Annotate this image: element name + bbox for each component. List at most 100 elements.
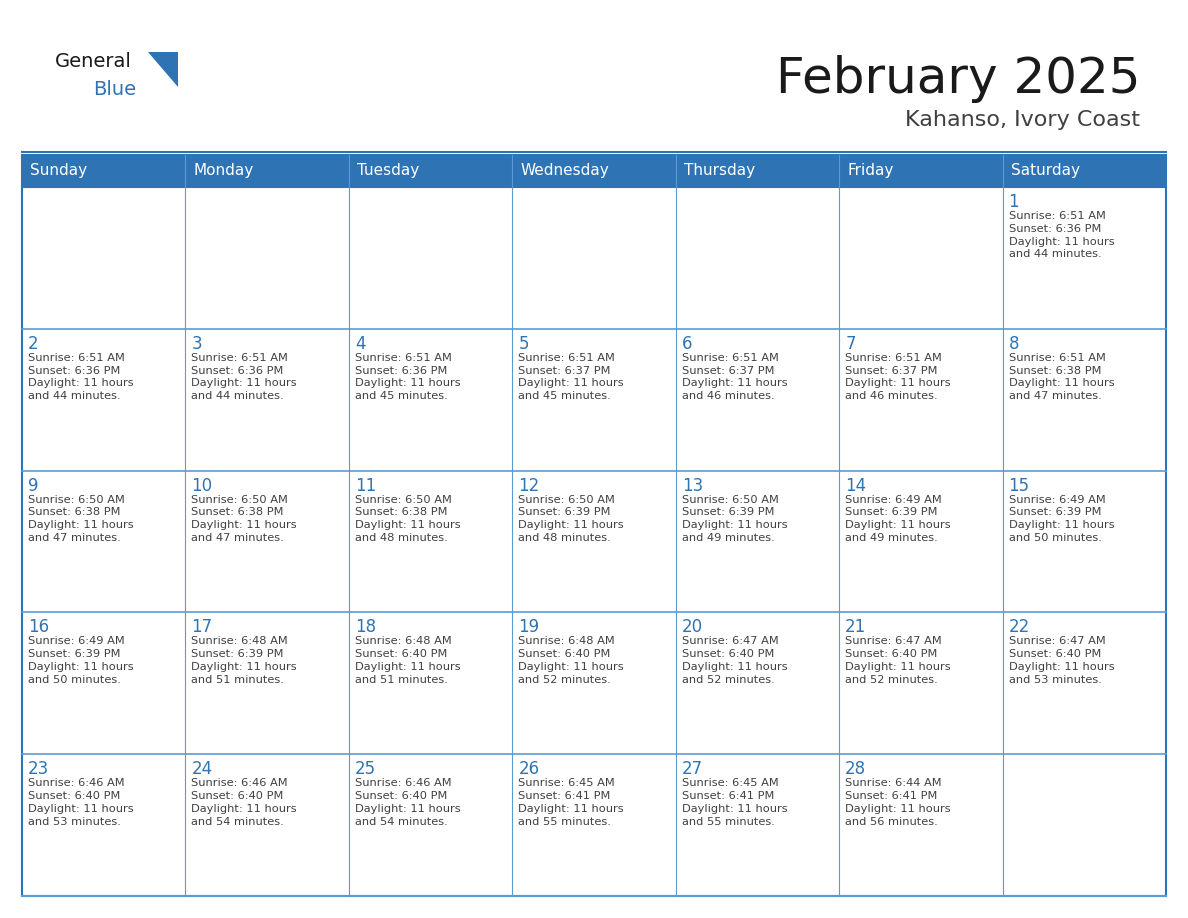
Text: 15: 15 — [1009, 476, 1030, 495]
Text: Sunrise: 6:51 AM
Sunset: 6:36 PM
Daylight: 11 hours
and 44 minutes.: Sunrise: 6:51 AM Sunset: 6:36 PM Dayligh… — [1009, 211, 1114, 260]
Text: General: General — [55, 52, 132, 71]
Text: Sunrise: 6:46 AM
Sunset: 6:40 PM
Daylight: 11 hours
and 53 minutes.: Sunrise: 6:46 AM Sunset: 6:40 PM Dayligh… — [29, 778, 133, 826]
Text: Sunrise: 6:48 AM
Sunset: 6:39 PM
Daylight: 11 hours
and 51 minutes.: Sunrise: 6:48 AM Sunset: 6:39 PM Dayligh… — [191, 636, 297, 685]
Bar — [1003, 755, 1165, 896]
Text: Sunrise: 6:46 AM
Sunset: 6:40 PM
Daylight: 11 hours
and 54 minutes.: Sunrise: 6:46 AM Sunset: 6:40 PM Dayligh… — [355, 778, 461, 826]
Bar — [23, 155, 1165, 896]
Text: 28: 28 — [845, 760, 866, 778]
Text: 4: 4 — [355, 335, 366, 353]
Bar — [23, 155, 185, 187]
Text: Sunrise: 6:50 AM
Sunset: 6:39 PM
Daylight: 11 hours
and 48 minutes.: Sunrise: 6:50 AM Sunset: 6:39 PM Dayligh… — [518, 495, 624, 543]
Bar — [676, 471, 839, 612]
Text: Sunrise: 6:46 AM
Sunset: 6:40 PM
Daylight: 11 hours
and 54 minutes.: Sunrise: 6:46 AM Sunset: 6:40 PM Dayligh… — [191, 778, 297, 826]
Text: Sunrise: 6:49 AM
Sunset: 6:39 PM
Daylight: 11 hours
and 50 minutes.: Sunrise: 6:49 AM Sunset: 6:39 PM Dayligh… — [29, 636, 133, 685]
Text: 9: 9 — [29, 476, 38, 495]
Bar — [349, 155, 512, 187]
Text: Sunrise: 6:48 AM
Sunset: 6:40 PM
Daylight: 11 hours
and 51 minutes.: Sunrise: 6:48 AM Sunset: 6:40 PM Dayligh… — [355, 636, 461, 685]
Text: Kahanso, Ivory Coast: Kahanso, Ivory Coast — [905, 110, 1140, 130]
Bar — [676, 329, 839, 471]
Bar — [23, 187, 185, 329]
Text: Blue: Blue — [93, 80, 137, 99]
Text: 6: 6 — [682, 335, 693, 353]
Bar — [23, 755, 185, 896]
Bar — [185, 329, 349, 471]
Text: Tuesday: Tuesday — [356, 163, 419, 178]
Text: Sunrise: 6:45 AM
Sunset: 6:41 PM
Daylight: 11 hours
and 55 minutes.: Sunrise: 6:45 AM Sunset: 6:41 PM Dayligh… — [518, 778, 624, 826]
Text: 11: 11 — [355, 476, 377, 495]
Text: Wednesday: Wednesday — [520, 163, 609, 178]
Text: 24: 24 — [191, 760, 213, 778]
Text: 16: 16 — [29, 619, 49, 636]
Text: Sunrise: 6:51 AM
Sunset: 6:37 PM
Daylight: 11 hours
and 46 minutes.: Sunrise: 6:51 AM Sunset: 6:37 PM Dayligh… — [682, 353, 788, 401]
Bar — [1003, 329, 1165, 471]
Text: Sunrise: 6:50 AM
Sunset: 6:38 PM
Daylight: 11 hours
and 47 minutes.: Sunrise: 6:50 AM Sunset: 6:38 PM Dayligh… — [191, 495, 297, 543]
Bar — [1003, 471, 1165, 612]
Bar — [1003, 155, 1165, 187]
Text: 8: 8 — [1009, 335, 1019, 353]
Text: 2: 2 — [29, 335, 39, 353]
Bar — [676, 187, 839, 329]
Text: 17: 17 — [191, 619, 213, 636]
Bar — [839, 471, 1003, 612]
Bar — [512, 471, 676, 612]
Bar — [185, 187, 349, 329]
Text: Sunrise: 6:50 AM
Sunset: 6:38 PM
Daylight: 11 hours
and 48 minutes.: Sunrise: 6:50 AM Sunset: 6:38 PM Dayligh… — [355, 495, 461, 543]
Text: Thursday: Thursday — [684, 163, 754, 178]
Bar — [512, 155, 676, 187]
Text: Sunrise: 6:45 AM
Sunset: 6:41 PM
Daylight: 11 hours
and 55 minutes.: Sunrise: 6:45 AM Sunset: 6:41 PM Dayligh… — [682, 778, 788, 826]
Text: Sunrise: 6:50 AM
Sunset: 6:38 PM
Daylight: 11 hours
and 47 minutes.: Sunrise: 6:50 AM Sunset: 6:38 PM Dayligh… — [29, 495, 133, 543]
Bar — [512, 612, 676, 755]
Bar — [839, 155, 1003, 187]
Text: 18: 18 — [355, 619, 375, 636]
Text: 12: 12 — [518, 476, 539, 495]
Bar — [676, 155, 839, 187]
Text: Sunrise: 6:44 AM
Sunset: 6:41 PM
Daylight: 11 hours
and 56 minutes.: Sunrise: 6:44 AM Sunset: 6:41 PM Dayligh… — [845, 778, 950, 826]
Text: 23: 23 — [29, 760, 49, 778]
Text: 10: 10 — [191, 476, 213, 495]
Bar — [839, 187, 1003, 329]
Text: Monday: Monday — [194, 163, 254, 178]
Bar — [349, 755, 512, 896]
Text: Friday: Friday — [847, 163, 893, 178]
Text: Sunrise: 6:49 AM
Sunset: 6:39 PM
Daylight: 11 hours
and 50 minutes.: Sunrise: 6:49 AM Sunset: 6:39 PM Dayligh… — [1009, 495, 1114, 543]
Bar — [676, 612, 839, 755]
Text: Sunrise: 6:49 AM
Sunset: 6:39 PM
Daylight: 11 hours
and 49 minutes.: Sunrise: 6:49 AM Sunset: 6:39 PM Dayligh… — [845, 495, 950, 543]
Text: Sunrise: 6:47 AM
Sunset: 6:40 PM
Daylight: 11 hours
and 52 minutes.: Sunrise: 6:47 AM Sunset: 6:40 PM Dayligh… — [845, 636, 950, 685]
Text: 27: 27 — [682, 760, 703, 778]
Text: 3: 3 — [191, 335, 202, 353]
Text: 21: 21 — [845, 619, 866, 636]
Text: Sunrise: 6:51 AM
Sunset: 6:38 PM
Daylight: 11 hours
and 47 minutes.: Sunrise: 6:51 AM Sunset: 6:38 PM Dayligh… — [1009, 353, 1114, 401]
Bar — [349, 329, 512, 471]
Bar — [512, 187, 676, 329]
Bar — [1003, 187, 1165, 329]
Bar — [839, 612, 1003, 755]
Text: 22: 22 — [1009, 619, 1030, 636]
Bar — [185, 612, 349, 755]
Text: Sunrise: 6:51 AM
Sunset: 6:36 PM
Daylight: 11 hours
and 45 minutes.: Sunrise: 6:51 AM Sunset: 6:36 PM Dayligh… — [355, 353, 461, 401]
Text: Sunrise: 6:51 AM
Sunset: 6:36 PM
Daylight: 11 hours
and 44 minutes.: Sunrise: 6:51 AM Sunset: 6:36 PM Dayligh… — [29, 353, 133, 401]
Text: 26: 26 — [518, 760, 539, 778]
Polygon shape — [148, 52, 178, 87]
Bar — [349, 471, 512, 612]
Text: 14: 14 — [845, 476, 866, 495]
Text: Sunrise: 6:47 AM
Sunset: 6:40 PM
Daylight: 11 hours
and 52 minutes.: Sunrise: 6:47 AM Sunset: 6:40 PM Dayligh… — [682, 636, 788, 685]
Text: 5: 5 — [518, 335, 529, 353]
Text: 20: 20 — [682, 619, 703, 636]
Text: 19: 19 — [518, 619, 539, 636]
Text: Saturday: Saturday — [1011, 163, 1080, 178]
Bar — [839, 329, 1003, 471]
Bar — [185, 471, 349, 612]
Bar — [23, 329, 185, 471]
Bar — [512, 755, 676, 896]
Bar — [23, 612, 185, 755]
Text: Sunrise: 6:47 AM
Sunset: 6:40 PM
Daylight: 11 hours
and 53 minutes.: Sunrise: 6:47 AM Sunset: 6:40 PM Dayligh… — [1009, 636, 1114, 685]
Bar — [349, 612, 512, 755]
Bar — [185, 155, 349, 187]
Bar — [349, 187, 512, 329]
Text: Sunrise: 6:51 AM
Sunset: 6:36 PM
Daylight: 11 hours
and 44 minutes.: Sunrise: 6:51 AM Sunset: 6:36 PM Dayligh… — [191, 353, 297, 401]
Text: Sunrise: 6:48 AM
Sunset: 6:40 PM
Daylight: 11 hours
and 52 minutes.: Sunrise: 6:48 AM Sunset: 6:40 PM Dayligh… — [518, 636, 624, 685]
Bar — [839, 755, 1003, 896]
Bar — [1003, 612, 1165, 755]
Bar — [185, 755, 349, 896]
Bar — [23, 471, 185, 612]
